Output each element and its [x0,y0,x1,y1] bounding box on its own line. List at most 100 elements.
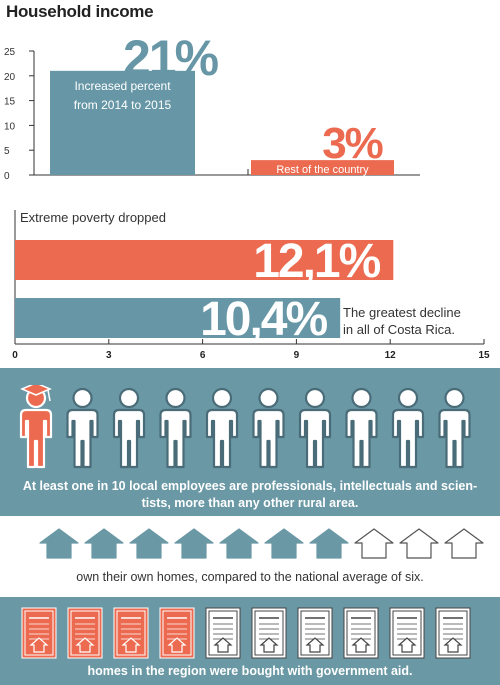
poverty-chart: Extreme poverty dropped 0 3 6 9 12 15 12,1%10,4… [12,210,490,361]
person-head [444,387,465,409]
house-stamp-icon [167,637,187,653]
person-icon [345,387,378,469]
document-border [300,610,330,656]
annotation: in all of Costa Rica. [343,322,455,337]
house-stamp-icon [29,637,49,653]
person-icon [252,387,285,469]
house-stamp-icon [259,637,279,653]
deed-document-icon [21,607,57,659]
house-stamp-icon [351,637,371,653]
person-head [72,387,93,409]
data-label: 21% [123,40,219,86]
deed-document-icon [251,607,287,659]
person-body [205,408,239,469]
person-body [345,408,378,469]
x-tick-label: 9 [294,350,300,361]
tassel [47,389,51,402]
chart-title: Extreme poverty dropped [20,210,166,225]
deed-document-icon [67,607,103,659]
deed-document-icon [435,607,471,659]
person-icon [66,387,99,469]
income-chart: 0 5 10 15 20 25 Increased percent from 2014 to … [4,40,420,182]
person-icon [112,387,146,469]
person-head [165,387,186,409]
deed-document-icon [297,607,333,659]
deed-document-icon [159,607,195,659]
house-stamp-icon [305,637,325,653]
person-head [118,387,140,409]
bar [251,160,394,175]
annotation: The greatest decline [343,305,461,320]
person-icon [205,387,239,469]
data-label: 10,4% [200,293,327,346]
person-head [397,387,419,409]
house-icon [174,528,214,559]
data-label: 3% [322,119,382,168]
professionals-caption-line: tists, more than any other rural area. [141,496,359,510]
document-page [67,607,103,659]
professionals-caption: At least one in 10 local employees are p… [0,478,500,512]
house-icon [354,528,394,559]
bar [15,298,341,338]
person-body [298,408,332,469]
y-tick-label: 10 [4,121,16,132]
x-tick-label: 6 [200,350,206,361]
person-icon [438,387,471,469]
aid-caption: homes in the region were bought with gov… [87,664,413,678]
document-border [70,610,100,656]
document-border [24,610,54,656]
person-body [112,408,146,469]
x-tick-label: 0 [12,350,18,361]
mortarboard [20,385,52,396]
house-icon [219,528,259,559]
document-border [392,610,422,656]
house-icon [309,528,349,559]
y-tick-label: 5 [4,146,10,157]
bar-label: from 2014 to 2015 [74,98,172,112]
person-head [258,387,279,409]
house-stamp-icon [121,637,141,653]
person-icon [298,387,332,469]
deed-document-icon [205,607,241,659]
person-body [252,408,285,469]
house-stamp-icon [213,637,233,653]
homes-caption: own their own homes, compared to the nat… [76,570,424,584]
bar-label: Rest of the country [276,164,369,176]
document-border [346,610,376,656]
document-border [254,610,284,656]
house-stamp-icon [443,637,463,653]
person-body [159,408,192,469]
page-title: Household income [6,2,154,21]
documents-pictogram [21,607,471,659]
graduate-icon [19,385,53,469]
deed-document-icon [343,607,379,659]
person-icon [391,387,425,469]
people-pictogram [19,385,471,469]
person-body [391,408,425,469]
x-tick-label: 12 [385,350,397,361]
document-page [343,607,379,659]
deed-document-icon [113,607,149,659]
person-head [211,387,233,409]
document-border [438,610,468,656]
professionals-caption-line: At least one in 10 local employees are p… [22,479,478,493]
house-stamp-icon [397,637,417,653]
house-icon [444,528,484,559]
person-body [66,408,99,469]
house-stamp-icon [75,637,95,653]
house-icon [84,528,124,559]
y-tick-label: 0 [4,171,10,182]
document-border [162,610,192,656]
house-icon [129,528,169,559]
y-tick-label: 15 [4,97,16,108]
x-tick-label: 3 [106,350,112,361]
bar-label: Increased percent [74,79,171,93]
house-icon [399,528,439,559]
bar [50,70,195,175]
houses-pictogram [39,528,484,559]
document-border [208,610,238,656]
bar [15,240,394,280]
house-icon [264,528,304,559]
person-head [304,387,326,409]
data-label: 12,1% [253,235,380,288]
